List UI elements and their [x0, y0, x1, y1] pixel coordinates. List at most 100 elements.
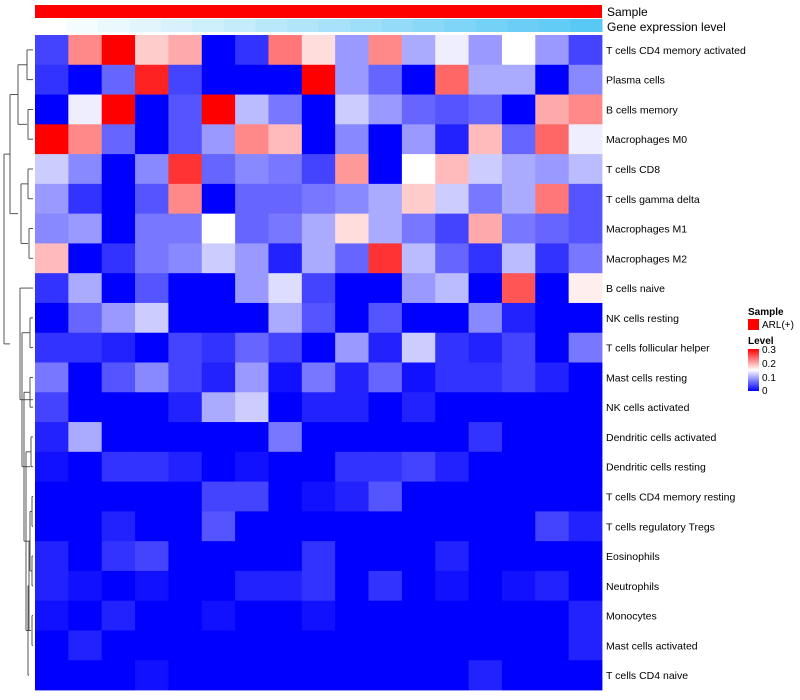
heatmap-cell	[368, 541, 403, 572]
heatmap-cell	[501, 124, 536, 155]
row-label: B cells naive	[606, 283, 665, 295]
heatmap-cell	[535, 302, 570, 334]
legend-sample-label: ARL(+)	[762, 320, 794, 331]
heatmap-cell	[135, 630, 169, 661]
heatmap-cell	[468, 362, 503, 393]
heatmap-cell	[135, 541, 169, 572]
heatmap-cell	[501, 64, 536, 95]
heatmap-cell	[468, 243, 503, 274]
row-label: T cells CD4 memory activated	[606, 45, 746, 57]
heatmap-cell	[35, 511, 69, 542]
heatmap-cell	[235, 332, 269, 363]
heatmap-cell	[435, 570, 469, 602]
heatmap-cell	[401, 35, 436, 66]
expression-annotation-cell	[192, 19, 225, 32]
heatmap-cell	[401, 154, 436, 185]
row-label: Neutrophils	[606, 581, 659, 593]
heatmap-cell	[168, 124, 203, 155]
heatmap-cell	[135, 124, 169, 155]
heatmap-cell	[435, 422, 469, 453]
heatmap-cell	[368, 273, 403, 304]
heatmap-cell	[101, 243, 136, 274]
heatmap-cell	[68, 570, 103, 602]
heatmap-cell	[101, 213, 136, 244]
heatmap-cell	[468, 64, 503, 95]
heatmap-cell	[435, 630, 469, 661]
heatmap-cell	[435, 332, 469, 363]
heatmap-cell	[68, 630, 103, 661]
heatmap-cell	[235, 64, 269, 95]
heatmap-cell	[268, 422, 303, 453]
heatmap-cell	[535, 273, 570, 304]
heatmap-cell	[101, 570, 136, 602]
heatmap-cell	[301, 630, 336, 661]
heatmap-cell	[568, 660, 603, 691]
heatmap-cell	[568, 481, 603, 512]
row-label: Dendritic cells resting	[606, 462, 706, 474]
heatmap-cell	[135, 35, 169, 66]
row-label: T cells CD4 memory resting	[606, 491, 735, 503]
heatmap-cell	[468, 570, 503, 602]
heatmap-cell	[35, 213, 69, 244]
heatmap-cell	[101, 541, 136, 572]
heatmap-cell	[535, 35, 570, 66]
heatmap-cell	[135, 273, 169, 304]
heatmap-cell	[135, 362, 169, 393]
heatmap-cell	[335, 332, 369, 363]
heatmap-cell	[101, 64, 136, 95]
heatmap-cell	[368, 511, 403, 542]
heatmap-cell	[368, 362, 403, 393]
heatmap-cell	[335, 302, 369, 334]
heatmap-cell	[301, 392, 336, 423]
heatmap-cell	[301, 422, 336, 453]
heatmap-cell	[535, 362, 570, 393]
heatmap-cell	[435, 64, 469, 95]
heatmap-cell	[368, 422, 403, 453]
expression-annotation-cell	[66, 19, 99, 32]
heatmap-cell	[301, 273, 336, 304]
heatmap-cell	[168, 422, 203, 453]
heatmap-cell	[501, 422, 536, 453]
expression-annotation-cell	[476, 19, 508, 32]
heatmap-cell	[468, 422, 503, 453]
heatmap-cell	[168, 541, 203, 572]
heatmap-cell	[168, 332, 203, 363]
heatmap-cell	[168, 302, 203, 334]
row-label: B cells memory	[606, 104, 679, 116]
heatmap-cell	[268, 392, 303, 423]
heatmap-cell	[101, 183, 136, 215]
heatmap-cell	[468, 630, 503, 661]
heatmap-cell	[568, 600, 603, 631]
row-label: T cells regulatory Tregs	[606, 521, 715, 533]
heatmap-cell	[201, 302, 236, 334]
heatmap-cell	[68, 243, 103, 274]
heatmap-cell	[235, 273, 269, 304]
heatmap-cell	[35, 392, 69, 423]
expression-annotation-cell	[287, 19, 319, 32]
heatmap-cell	[268, 660, 303, 691]
heatmap-cell	[535, 570, 570, 602]
heatmap-cell	[201, 213, 236, 244]
heatmap-cell	[435, 124, 469, 155]
heatmap-cell	[35, 362, 69, 393]
heatmap-cell	[335, 451, 369, 482]
heatmap-cell	[535, 243, 570, 274]
heatmap-cell	[435, 660, 469, 691]
heatmap-cell	[35, 332, 69, 363]
heatmap-cell	[468, 154, 503, 185]
heatmap-cell	[268, 154, 303, 185]
heatmap-cell	[435, 541, 469, 572]
heatmap-cell	[368, 630, 403, 661]
heatmap-cell	[568, 511, 603, 542]
heatmap-cell	[368, 124, 403, 155]
heatmap-cell	[401, 511, 436, 542]
heatmap-cell	[201, 94, 236, 125]
heatmap-cell	[368, 451, 403, 482]
column-annotations	[35, 5, 603, 32]
heatmap-cell	[568, 64, 603, 95]
heatmap-cell	[68, 660, 103, 691]
heatmap-cell	[501, 154, 536, 185]
heatmap-cell	[535, 213, 570, 244]
expression-annotation-cell	[129, 19, 162, 32]
